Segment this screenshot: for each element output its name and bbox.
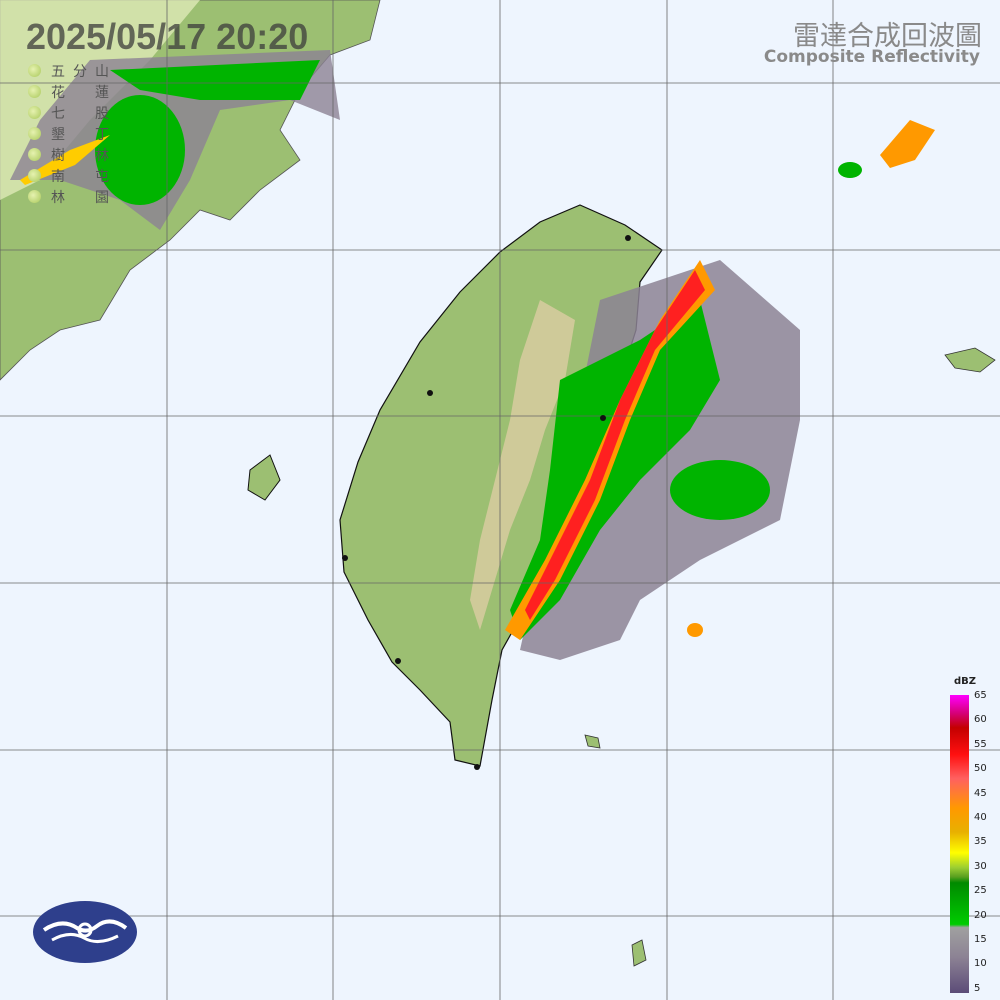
penghu-islands	[247, 454, 281, 501]
station-status-icon	[28, 85, 41, 98]
legend-tick-label: 15	[974, 934, 987, 945]
station-nantun: 南屯	[28, 165, 117, 186]
radar-station-list: 五分山 花蓮 七股 墾丁 樹林 南屯 林園	[28, 60, 117, 207]
station-status-icon	[28, 169, 41, 182]
station-kenting: 墾丁	[28, 123, 117, 144]
station-status-icon	[28, 127, 41, 140]
station-qigu: 七股	[28, 102, 117, 123]
station-status-icon	[28, 148, 41, 161]
legend-tick-label: 55	[974, 738, 987, 750]
radar-echoes	[10, 50, 935, 660]
legend-tick-label: 40	[974, 812, 987, 823]
green-island	[584, 734, 601, 749]
legend-color-bar	[950, 695, 969, 993]
station-wufenshan: 五分山	[28, 60, 117, 81]
station-shulin: 樹林	[28, 144, 117, 165]
legend-tick-label: 35	[974, 836, 987, 848]
cwa-logo	[33, 901, 137, 963]
dbz-color-legend: dBZ 65 60 55 50 45 40 35 30 25 20 15 10 5	[948, 676, 1000, 994]
legend-tick-label: 10	[974, 958, 987, 970]
legend-tick-label: 50	[974, 763, 987, 775]
station-status-icon	[28, 64, 41, 77]
legend-tick-label: 45	[974, 787, 987, 799]
map-title-en: Composite Reflectivity	[763, 47, 980, 67]
station-status-icon	[28, 106, 41, 119]
yonaguni-island	[944, 347, 996, 373]
timestamp: 2025/05/17 20:20	[26, 16, 309, 57]
station-linyuan: 林園	[28, 186, 117, 207]
station-hualien: 花蓮	[28, 81, 117, 102]
station-status-icon	[28, 190, 41, 203]
central-mountain-range	[470, 300, 575, 630]
legend-tick-label: 65	[974, 690, 987, 701]
legend-tick-label: 30	[974, 860, 987, 872]
legend-tick-label: 20	[974, 909, 987, 921]
legend-unit: dBZ	[954, 676, 977, 687]
radar-sites	[342, 235, 631, 770]
legend-tick-label: 5	[974, 982, 981, 994]
map-title-zh: 雷達合成回波圖	[793, 21, 982, 52]
legend-tick-label: 60	[974, 714, 987, 726]
legend-tick-label: 25	[974, 885, 987, 897]
orchid-island	[631, 939, 647, 967]
